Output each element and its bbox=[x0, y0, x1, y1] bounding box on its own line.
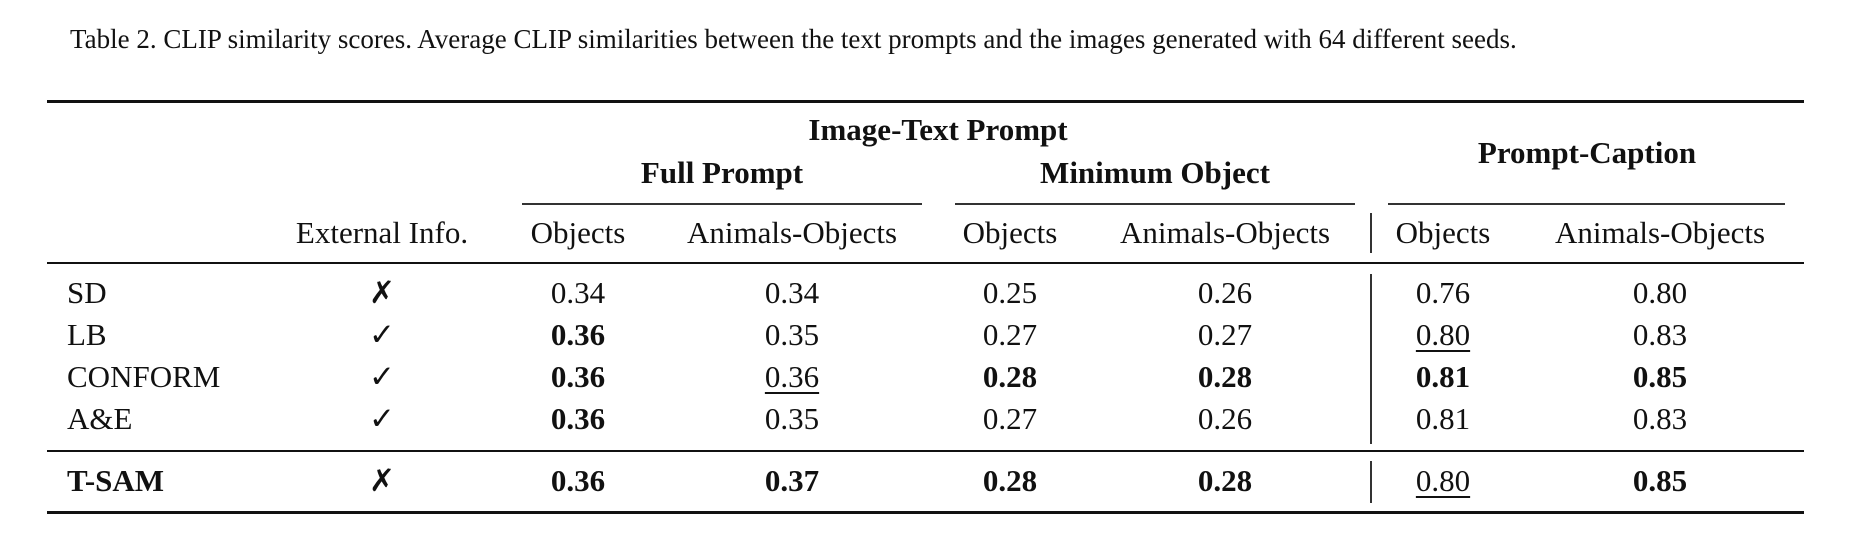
table-caption: Table 2. CLIP similarity scores. Average… bbox=[70, 24, 1517, 54]
check-mark-icon: ✓ bbox=[369, 401, 395, 437]
method-name: A&E bbox=[67, 401, 133, 436]
cmidrule-prompt-caption bbox=[1388, 203, 1785, 205]
score-cell: 0.34 bbox=[550, 275, 606, 310]
cross-mark-icon: ✗ bbox=[369, 275, 395, 311]
score-cell: 0.80 bbox=[1415, 463, 1471, 498]
score-cell: 0.27 bbox=[982, 317, 1038, 352]
score-cell: 0.85 bbox=[1632, 463, 1688, 498]
score-cell: 0.35 bbox=[764, 317, 820, 352]
header-external-info: External Info. bbox=[295, 215, 469, 250]
bottom-rule bbox=[47, 511, 1804, 514]
mid-rule bbox=[47, 450, 1804, 452]
score-cell: 0.26 bbox=[1197, 275, 1253, 310]
method-name: LB bbox=[67, 317, 107, 352]
separator-tsam bbox=[1370, 461, 1372, 503]
score-cell: 0.25 bbox=[982, 275, 1038, 310]
header-objects-caption: Objects bbox=[1395, 215, 1491, 250]
method-name: T-SAM bbox=[67, 463, 165, 498]
separator-header bbox=[1370, 213, 1372, 253]
header-objects-full: Objects bbox=[530, 215, 626, 250]
check-mark-icon: ✓ bbox=[369, 359, 395, 395]
score-cell: 0.83 bbox=[1632, 401, 1688, 436]
cmidrule-minimum-object bbox=[955, 203, 1355, 205]
score-cell: 0.34 bbox=[764, 275, 820, 310]
score-cell: 0.36 bbox=[550, 317, 606, 352]
score-cell: 0.81 bbox=[1415, 359, 1471, 394]
score-cell: 0.83 bbox=[1632, 317, 1688, 352]
method-name: SD bbox=[67, 275, 107, 310]
header-animals-min: Animals-Objects bbox=[1119, 215, 1331, 250]
cmidrule-full-prompt bbox=[522, 203, 922, 205]
header-animals-caption: Animals-Objects bbox=[1554, 215, 1766, 250]
score-cell: 0.36 bbox=[550, 359, 606, 394]
separator-body bbox=[1370, 274, 1372, 444]
score-cell: 0.28 bbox=[982, 359, 1038, 394]
header-full-prompt: Full Prompt bbox=[640, 155, 804, 190]
top-rule bbox=[47, 100, 1804, 103]
header-rule bbox=[47, 262, 1804, 264]
header-minimum-object: Minimum Object bbox=[1040, 155, 1270, 190]
score-cell: 0.36 bbox=[550, 463, 606, 498]
score-cell: 0.35 bbox=[764, 401, 820, 436]
score-cell: 0.76 bbox=[1415, 275, 1471, 310]
score-cell: 0.36 bbox=[764, 359, 820, 394]
header-animals-full: Animals-Objects bbox=[686, 215, 898, 250]
score-cell: 0.28 bbox=[1197, 359, 1253, 394]
check-mark-icon: ✓ bbox=[369, 317, 395, 353]
header-objects-min: Objects bbox=[962, 215, 1058, 250]
score-cell: 0.27 bbox=[1197, 317, 1253, 352]
score-cell: 0.81 bbox=[1415, 401, 1471, 436]
score-cell: 0.26 bbox=[1197, 401, 1253, 436]
score-cell: 0.28 bbox=[1197, 463, 1253, 498]
header-prompt-caption: Prompt-Caption bbox=[1477, 135, 1697, 170]
cross-mark-icon: ✗ bbox=[369, 463, 395, 499]
score-cell: 0.85 bbox=[1632, 359, 1688, 394]
score-cell: 0.27 bbox=[982, 401, 1038, 436]
score-cell: 0.80 bbox=[1415, 317, 1471, 352]
score-cell: 0.37 bbox=[764, 463, 820, 498]
score-cell: 0.80 bbox=[1632, 275, 1688, 310]
score-cell: 0.28 bbox=[982, 463, 1038, 498]
score-cell: 0.36 bbox=[550, 401, 606, 436]
method-name: CONFORM bbox=[67, 359, 221, 394]
header-image-text-prompt: Image-Text Prompt bbox=[808, 112, 1068, 147]
